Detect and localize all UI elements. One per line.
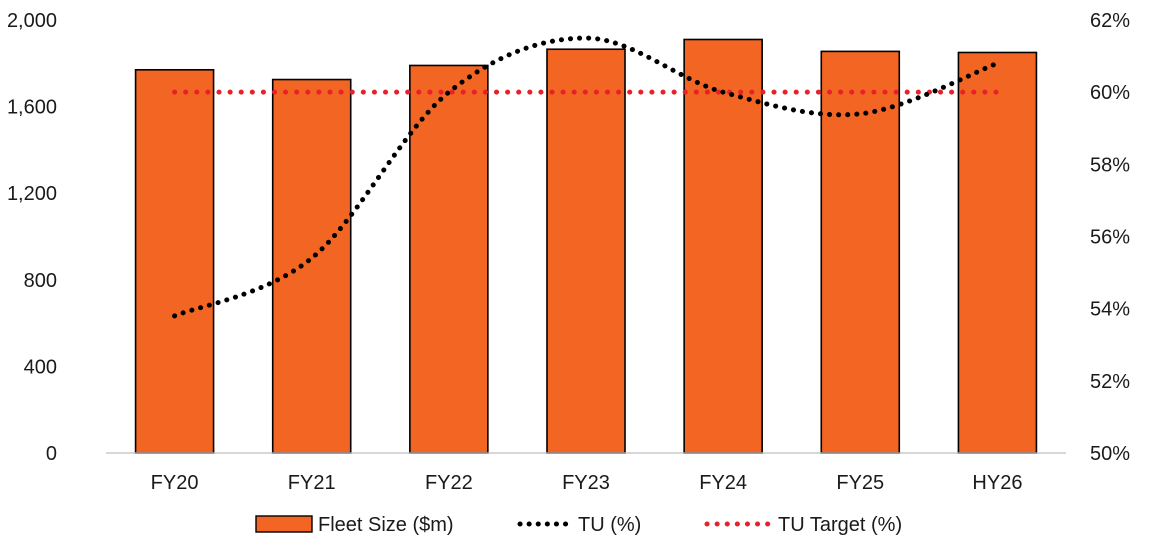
legend-swatch-fleet-size <box>255 515 313 533</box>
right-axis-tick-label: 52% <box>1090 371 1130 393</box>
bar <box>683 38 763 454</box>
bar <box>957 51 1038 454</box>
left-axis: 0 400 800 1,200 1,600 2,000 <box>7 10 57 465</box>
x-axis-tick-label: HY26 <box>972 472 1022 494</box>
x-axis-tick-label: FY24 <box>699 472 747 494</box>
legend: Fleet Size ($m) TU (%) TU Target (%) <box>255 514 902 536</box>
bar <box>546 48 626 454</box>
right-axis-tick-label: 54% <box>1090 299 1130 321</box>
left-axis-tick-label: 1,600 <box>7 97 57 119</box>
x-axis-tick-label: FY20 <box>151 472 199 494</box>
legend-label-fleet-size: Fleet Size ($m) <box>318 514 454 536</box>
x-axis-tick-label: FY22 <box>425 472 473 494</box>
legend-label-tu: TU (%) <box>578 514 641 536</box>
right-axis-tick-label: 58% <box>1090 154 1130 176</box>
x-axis-tick-label: FY21 <box>288 472 336 494</box>
right-axis-tick-label: 60% <box>1090 82 1130 104</box>
right-axis-tick-label: 50% <box>1090 443 1130 465</box>
x-axis: FY20 FY21 FY22 FY23 FY24 FY25 HY26 <box>151 472 1023 494</box>
bar <box>134 68 215 454</box>
legend-label-tu-target: TU Target (%) <box>778 514 902 536</box>
bar <box>409 64 489 454</box>
bar-series <box>134 38 1038 454</box>
bar <box>271 78 352 454</box>
bar <box>820 50 901 454</box>
x-axis-tick-label: FY23 <box>562 472 610 494</box>
right-axis-tick-label: 56% <box>1090 227 1130 249</box>
left-axis-tick-label: 400 <box>24 356 57 378</box>
left-axis-tick-label: 1,200 <box>7 183 57 205</box>
right-axis-tick-label: 62% <box>1090 10 1130 32</box>
x-axis-tick-label: FY25 <box>836 472 884 494</box>
left-axis-tick-label: 0 <box>46 443 57 465</box>
tu-line <box>172 35 1000 319</box>
right-axis: 50% 52% 54% 56% 58% 60% 62% <box>1090 10 1130 465</box>
left-axis-tick-label: 800 <box>24 270 57 292</box>
left-axis-tick-label: 2,000 <box>7 10 57 32</box>
